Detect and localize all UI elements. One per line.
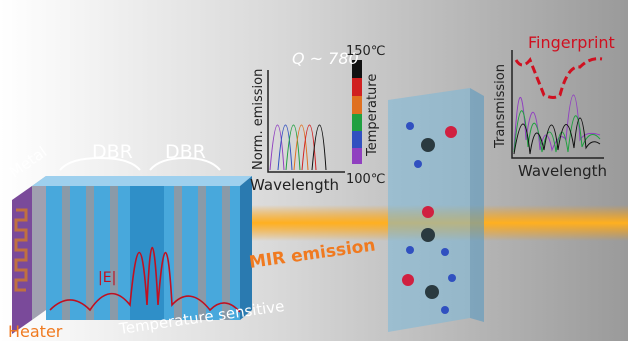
fingerprint-label: Fingerprint <box>528 33 615 52</box>
illustration: Metal DBR DBR |E| Heater Temperature sen… <box>0 0 628 341</box>
colorbar-min: 100℃ <box>346 172 385 187</box>
y-axis-label: Norm. emission <box>251 69 266 170</box>
x-axis-label: Wavelength <box>250 176 339 194</box>
heater-label: Heater <box>8 322 63 341</box>
x-axis-label: Wavelength <box>518 162 607 180</box>
sample <box>388 88 484 332</box>
colorbar-label: Temperature <box>365 74 380 157</box>
dbr-label: DBR <box>92 141 133 163</box>
colorbar-max: 150℃ <box>346 44 385 59</box>
y-axis-label: Transmission <box>493 64 508 149</box>
dbr-label: DBR <box>165 141 206 163</box>
field-label: |E| <box>98 270 116 286</box>
